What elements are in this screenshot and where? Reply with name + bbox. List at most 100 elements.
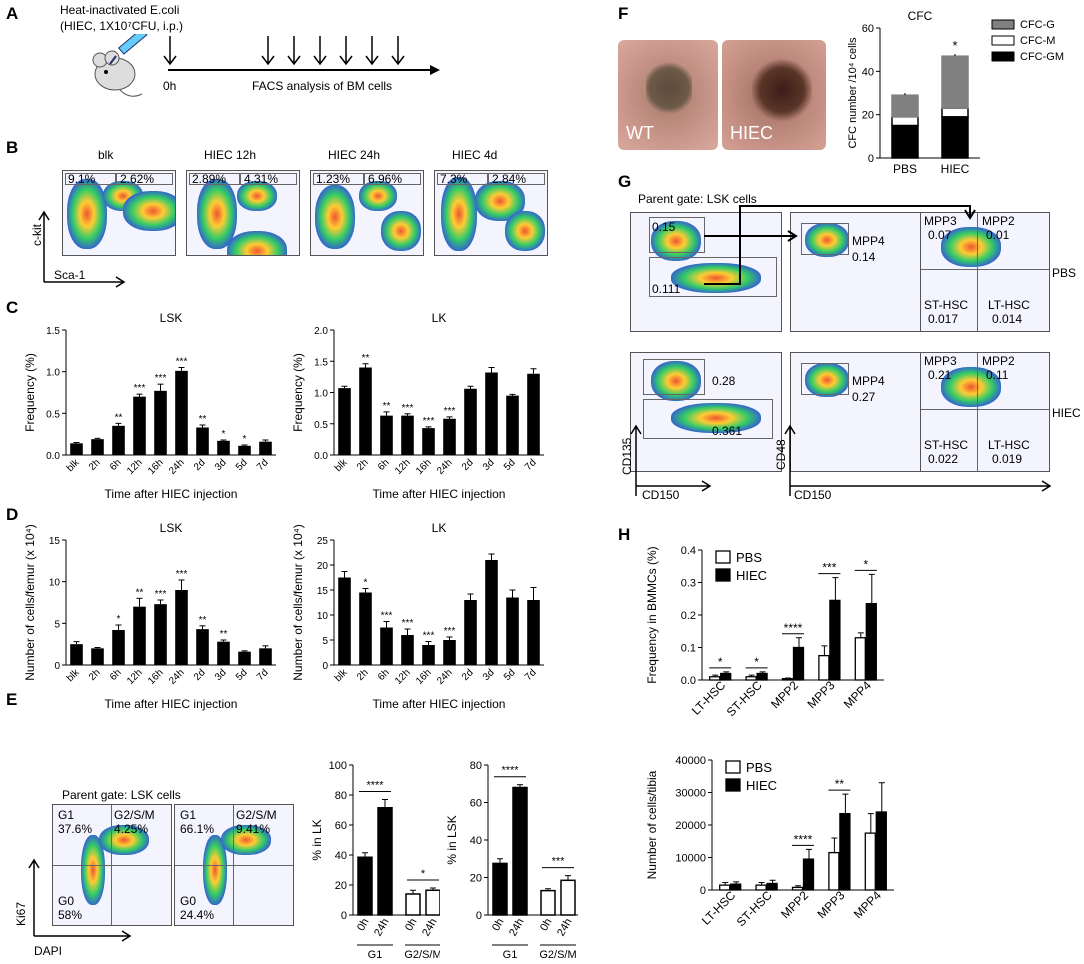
panel-label-a: A [6,4,19,23]
gate-box [239,173,297,185]
y-tick-label: 20 [317,561,329,572]
mpp4-value: 0.14 [852,250,876,264]
x-axis-label-1: CD150 [642,488,680,502]
x-axis-arrow [34,930,132,942]
x-tick-label: 12h [393,457,413,477]
bar [560,879,576,916]
legend-label: PBS [736,550,762,565]
quadrant-value: 0.11 [986,368,1009,382]
significance-label: ** [220,629,228,640]
panel-a-start: 0h [163,79,177,93]
bar [506,395,519,455]
facs-plot-title: HIEC 24h [328,148,381,162]
significance-label: *** [444,626,456,637]
x-tick-label: 7d [255,457,271,473]
x-tick-label: 12h [393,667,413,687]
x-tick-label: 7d [255,667,271,683]
bar-pbs [854,637,866,681]
significance-label: *** [176,357,188,368]
x-axis-label: DAPI [34,944,63,958]
stacked-segment-cfc-g [891,94,919,118]
bar [422,428,435,455]
y-axis-label: Ki67 [14,901,28,926]
significance-label: * [243,434,247,445]
x-axis-arrow-1 [636,480,712,492]
y-tick-label: 1.0 [314,389,328,400]
panel-label-h: H [618,525,631,544]
y-tick-label: 40 [862,66,874,78]
gating-arrows [630,205,1052,496]
quadrant-value: 0.019 [992,452,1023,466]
panel-e-gate: Parent gate: LSK cells [62,788,181,802]
quadrant-value: 0.21 [928,368,952,382]
y-axis-arrow-2 [784,424,796,496]
quadrant-label: MPP3 [924,354,957,368]
bar [217,440,230,455]
bar-pbs [745,676,757,681]
chart-h-frequency: 0.00.10.20.30.4*LT-HSC*ST-HSC****MPP2***… [645,545,884,719]
density-cluster [505,211,545,251]
quadrant-value-g0: 24.4% [180,908,215,922]
x-tick-label: 24h [372,917,392,939]
x-tick-label: 2d [192,667,208,683]
quadrant-label: ST-HSC [924,438,969,452]
bar [377,807,393,916]
y-tick-label: 1.5 [46,326,60,337]
significance-label: * [863,557,868,571]
gate-value-upper: 0.28 [712,374,736,388]
y-tick-label: 5 [54,619,60,630]
bar-hiec [875,811,887,891]
group-label: G1 [503,949,518,960]
x-tick-label: 24h [507,917,527,939]
y-tick-label: 60 [335,820,347,832]
bar [133,606,146,665]
y-axis-label: Number of cells/femur (x 10⁴) [23,524,37,681]
density-cluster [359,181,397,211]
x-tick-label: 5d [234,667,250,683]
density-cluster [197,179,237,249]
quadrant-h [921,409,1049,410]
bar-hiec [865,602,877,681]
panel-label-f: F [618,4,629,23]
bar [464,600,477,665]
y-tick-label: 0.1 [681,643,696,655]
syringe-icon [109,34,148,65]
gate-value-lower: 0.111 [652,282,681,296]
y-tick-label: 60 [862,23,874,35]
significance-label: ** [115,412,123,423]
gate-value-right: 4.31% [244,172,279,186]
significance-label: ** [136,587,144,598]
y-tick-label: 0.0 [314,451,328,462]
quadrant-label: MPP2 [982,214,1015,228]
bar [154,390,167,455]
bar [238,651,251,665]
bar [357,856,373,916]
row-label: HIEC [1052,406,1081,420]
quadrant-label-g2: G2/S/M [236,808,277,822]
significance-label: *** [176,569,188,580]
quadrant-label-g1: G1 [58,808,75,822]
x-tick-label: 3d [481,667,497,683]
x-tick-label: 24h [167,667,187,687]
significance-label: *** [155,373,167,384]
colony-photo-hiec: HIEC [722,40,826,150]
x-tick-label: 7d [523,667,539,683]
x-axis-arrow-2 [790,480,1052,492]
bar [405,893,421,916]
gate-value-left: 7.3% [440,172,468,186]
group-label: G2/S/M [539,949,576,960]
x-tick-label: MPP4 [841,678,874,711]
bar [338,577,351,665]
density-cluster [237,181,277,211]
x-tick-label: 0h [490,917,507,934]
y-tick-label: 0 [700,885,706,897]
mouse-icon [92,50,143,97]
facs-plot-g-quad-hiec [920,352,1050,472]
x-tick-label: 5d [502,667,518,683]
gate-value-right: 6.96% [368,172,403,186]
y-tick-label: 0.0 [681,675,696,687]
bar-pbs [781,678,794,681]
significance-label: **** [794,832,813,846]
y-tick-label: 15 [317,586,329,597]
